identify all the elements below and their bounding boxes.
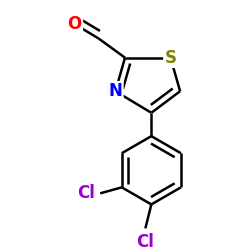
Text: O: O bbox=[68, 15, 82, 33]
Text: S: S bbox=[164, 49, 176, 67]
Text: N: N bbox=[108, 82, 122, 100]
Text: Cl: Cl bbox=[136, 232, 154, 250]
Text: Cl: Cl bbox=[77, 184, 95, 202]
